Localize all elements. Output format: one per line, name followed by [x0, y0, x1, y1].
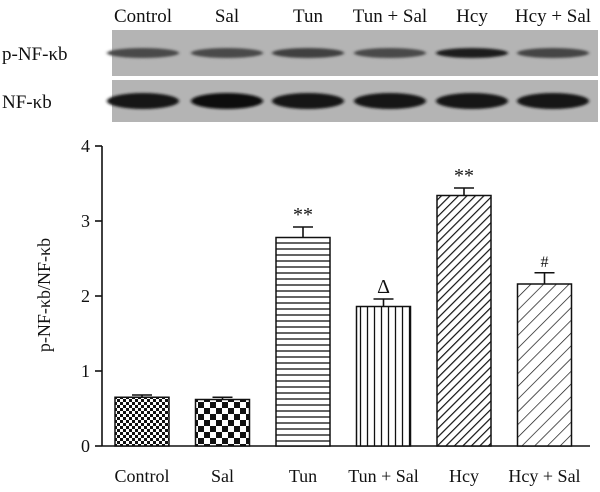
bar-control — [114, 396, 170, 447]
blot-row-label: NF-κb — [2, 92, 52, 113]
blot-lane-label: Tun — [293, 6, 323, 27]
y-tick-label: 0 — [81, 436, 90, 456]
blot-lane-labels: Control Sal Tun Tun + Sal Hcy Hcy + Sal — [114, 6, 591, 27]
blot-lane-label: Hcy — [456, 6, 488, 27]
blot-band — [272, 93, 344, 109]
bar-hcy-sal — [516, 283, 573, 447]
bar-tun-sal — [355, 305, 412, 447]
y-axis: 0 1 2 3 4 — [81, 136, 103, 456]
blot-row-label: p-NF-κb — [2, 44, 68, 65]
bar-tun — [275, 236, 331, 447]
blot-band — [517, 48, 589, 58]
significance-marker: # — [541, 254, 549, 271]
x-tick-label: Tun — [289, 466, 317, 486]
x-axis: Control Sal Tun Tun + Sal Hcy Hcy + Sal — [102, 445, 590, 486]
blot-lane-label: Hcy + Sal — [515, 6, 591, 27]
blot-band — [272, 48, 344, 58]
y-tick-label: 4 — [81, 136, 90, 156]
significance-marker: ** — [293, 204, 313, 226]
blot-band — [191, 93, 263, 109]
blot-rows: p-NF-κb NF-κb — [2, 30, 598, 122]
blot-row-p-nf-kb: p-NF-κb — [2, 30, 598, 76]
significance-marker: Δ — [377, 276, 390, 298]
significance-annotations: ** Δ ** # — [293, 165, 549, 298]
blot-band — [191, 48, 263, 58]
bars — [114, 194, 573, 447]
y-tick-label: 1 — [81, 361, 90, 381]
x-tick-label: Tun + Sal — [348, 466, 419, 486]
blot-row-nf-kb: NF-κb — [2, 80, 598, 122]
x-tick-label: Control — [114, 466, 169, 486]
blot-lane-label: Sal — [215, 6, 239, 27]
y-tick-label: 3 — [81, 211, 90, 231]
blot-band — [354, 93, 426, 109]
blot-band — [436, 93, 508, 109]
y-axis-label: p-NF-κb/NF-κb — [34, 238, 54, 352]
y-tick-label: 2 — [81, 286, 90, 306]
error-bars — [132, 187, 555, 400]
bar-hcy — [436, 194, 492, 447]
blot-band — [436, 48, 508, 58]
bar-chart: 0 1 2 3 4 Control Sal Tun Tun + Sal Hcy Hcy + Sal… — [34, 136, 590, 486]
blot-band — [107, 93, 179, 109]
blot-band — [517, 93, 589, 109]
blot-band — [107, 48, 179, 58]
x-tick-label: Hcy + Sal — [508, 466, 580, 486]
significance-marker: ** — [454, 165, 474, 187]
blot-lane-label: Control — [114, 6, 172, 27]
x-tick-label: Hcy — [449, 466, 479, 486]
blot-band — [354, 48, 426, 58]
western-blot: Control Sal Tun Tun + Sal Hcy Hcy + Sal p-NF-… — [2, 6, 598, 122]
bar-sal — [194, 398, 251, 447]
blot-lane-label: Tun + Sal — [353, 6, 427, 27]
x-tick-label: Sal — [211, 466, 234, 486]
